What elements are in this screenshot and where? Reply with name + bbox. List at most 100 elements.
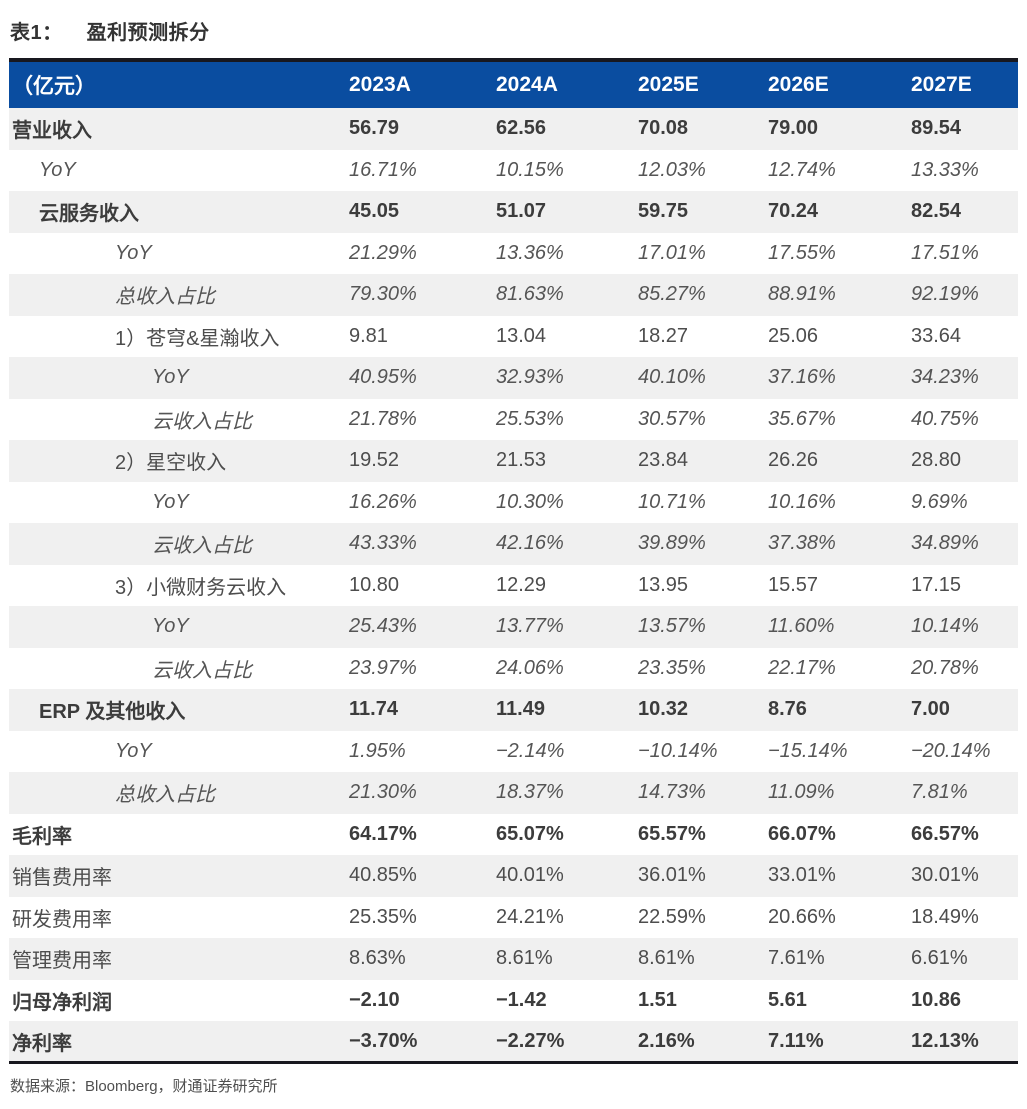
table-row: 毛利率 64.17% 65.07% 65.57% 66.07% 66.57% [9, 813, 1018, 855]
forecast-table: （亿元） 2023A 2024A 2025E 2026E 2027E 营业收入 56.79… [9, 58, 1018, 1064]
cell-value: 8.61% [494, 938, 636, 980]
cell-value: 37.16% [766, 357, 909, 399]
table-row: 净利率 −3.70% −2.27% 2.16% 7.11% 12.13% [9, 1021, 1018, 1063]
row-label: 研发费用率 [9, 896, 347, 938]
cell-value: 11.09% [766, 772, 909, 814]
cell-value: 17.55% [766, 232, 909, 274]
cell-value: 21.53 [494, 440, 636, 482]
row-label: YoY [9, 149, 347, 191]
cell-value: 1.95% [347, 730, 494, 772]
unit-label-cell: （亿元） [9, 60, 347, 108]
table-row: 云服务收入 45.05 51.07 59.75 70.24 82.54 [9, 191, 1018, 233]
cell-value: 40.95% [347, 357, 494, 399]
cell-value: 65.07% [494, 813, 636, 855]
cell-value: 81.63% [494, 274, 636, 316]
cell-value: 70.08 [636, 108, 766, 150]
cell-value: 92.19% [909, 274, 1018, 316]
cell-value: 23.35% [636, 647, 766, 689]
table-row: 云收入占比 43.33% 42.16% 39.89% 37.38% 34.89% [9, 523, 1018, 565]
table-row: 云收入占比 21.78% 25.53% 30.57% 35.67% 40.75% [9, 398, 1018, 440]
cell-value: 25.35% [347, 896, 494, 938]
row-label: 管理费用率 [9, 938, 347, 980]
cell-value: −2.14% [494, 730, 636, 772]
cell-value: 17.15 [909, 564, 1018, 606]
table-title-prefix: 表1： [10, 22, 63, 44]
cell-value: 79.30% [347, 274, 494, 316]
cell-value: 7.61% [766, 938, 909, 980]
cell-value: 10.16% [766, 481, 909, 523]
cell-value: 30.57% [636, 398, 766, 440]
cell-value: 8.76 [766, 689, 909, 731]
cell-value: 43.33% [347, 523, 494, 565]
cell-value: 51.07 [494, 191, 636, 233]
cell-value: 10.30% [494, 481, 636, 523]
year-column-header: 2027E [909, 60, 1018, 108]
cell-value: 21.78% [347, 398, 494, 440]
cell-value: 59.75 [636, 191, 766, 233]
cell-value: 12.13% [909, 1021, 1018, 1063]
cell-value: 40.85% [347, 855, 494, 897]
cell-value: 23.84 [636, 440, 766, 482]
row-label: ERP 及其他收入 [9, 689, 347, 731]
cell-value: 20.78% [909, 647, 1018, 689]
table-row: YoY 40.95% 32.93% 40.10% 37.16% 34.23% [9, 357, 1018, 399]
cell-value: 6.61% [909, 938, 1018, 980]
row-label: 云收入占比 [9, 398, 347, 440]
cell-value: 64.17% [347, 813, 494, 855]
cell-value: 11.49 [494, 689, 636, 731]
cell-value: 13.36% [494, 232, 636, 274]
table-row: 归母净利润 −2.10 −1.42 1.51 5.61 10.86 [9, 979, 1018, 1021]
row-label: 净利率 [9, 1021, 347, 1063]
cell-value: 65.57% [636, 813, 766, 855]
cell-value: 16.71% [347, 149, 494, 191]
cell-value: −1.42 [494, 979, 636, 1021]
cell-value: 25.06 [766, 315, 909, 357]
cell-value: 70.24 [766, 191, 909, 233]
cell-value: 82.54 [909, 191, 1018, 233]
cell-value: −3.70% [347, 1021, 494, 1063]
cell-value: 79.00 [766, 108, 909, 150]
cell-value: 13.57% [636, 606, 766, 648]
cell-value: 16.26% [347, 481, 494, 523]
cell-value: 32.93% [494, 357, 636, 399]
row-label: 营业收入 [9, 108, 347, 150]
row-label: YoY [9, 730, 347, 772]
cell-value: 33.01% [766, 855, 909, 897]
cell-value: 36.01% [636, 855, 766, 897]
table-body: 营业收入 56.79 62.56 70.08 79.00 89.54 YoY 16.71% 10… [9, 108, 1018, 1063]
cell-value: 9.69% [909, 481, 1018, 523]
row-label: 1）苍穹&星瀚收入 [9, 315, 347, 357]
cell-value: 17.51% [909, 232, 1018, 274]
cell-value: 40.75% [909, 398, 1018, 440]
cell-value: 28.80 [909, 440, 1018, 482]
cell-value: 85.27% [636, 274, 766, 316]
cell-value: 26.26 [766, 440, 909, 482]
cell-value: 18.37% [494, 772, 636, 814]
cell-value: 1.51 [636, 979, 766, 1021]
cell-value: 12.29 [494, 564, 636, 606]
table-row: 研发费用率 25.35% 24.21% 22.59% 20.66% 18.49% [9, 896, 1018, 938]
cell-value: 40.01% [494, 855, 636, 897]
table-row: YoY 16.26% 10.30% 10.71% 10.16% 9.69% [9, 481, 1018, 523]
cell-value: 7.11% [766, 1021, 909, 1063]
cell-value: 11.74 [347, 689, 494, 731]
cell-value: 66.07% [766, 813, 909, 855]
table-row: 销售费用率 40.85% 40.01% 36.01% 33.01% 30.01% [9, 855, 1018, 897]
cell-value: 23.97% [347, 647, 494, 689]
cell-value: 5.61 [766, 979, 909, 1021]
cell-value: 13.04 [494, 315, 636, 357]
cell-value: 10.86 [909, 979, 1018, 1021]
table-row: ERP 及其他收入 11.74 11.49 10.32 8.76 7.00 [9, 689, 1018, 731]
table-header-row: （亿元） 2023A 2024A 2025E 2026E 2027E [9, 60, 1018, 108]
cell-value: 66.57% [909, 813, 1018, 855]
year-column-header: 2024A [494, 60, 636, 108]
row-label: YoY [9, 357, 347, 399]
row-label: 归母净利润 [9, 979, 347, 1021]
cell-value: 24.06% [494, 647, 636, 689]
row-label: YoY [9, 481, 347, 523]
cell-value: 18.49% [909, 896, 1018, 938]
table-row: 管理费用率 8.63% 8.61% 8.61% 7.61% 6.61% [9, 938, 1018, 980]
cell-value: 13.33% [909, 149, 1018, 191]
cell-value: 37.38% [766, 523, 909, 565]
cell-value: −20.14% [909, 730, 1018, 772]
